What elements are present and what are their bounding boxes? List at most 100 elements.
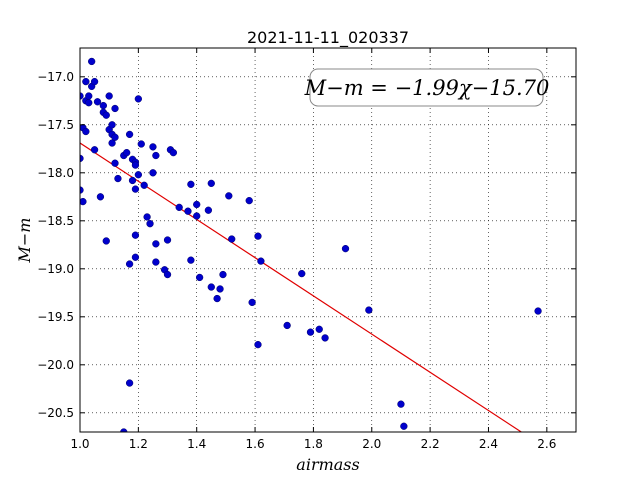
data-point (365, 306, 373, 314)
data-point (85, 99, 93, 107)
data-point (88, 57, 96, 66)
data-point (254, 232, 262, 240)
data-point (245, 196, 253, 205)
grid-lines (79, 48, 576, 432)
data-point (125, 130, 134, 139)
data-point (298, 269, 306, 278)
data-point (248, 298, 256, 307)
data-point (283, 321, 291, 330)
data-point (187, 180, 195, 188)
data-point (82, 77, 90, 86)
x-tick-label: 1.4 (187, 437, 206, 451)
fit-line (80, 142, 523, 432)
data-point (108, 139, 116, 147)
data-point (149, 169, 157, 177)
data-point (105, 92, 113, 100)
data-point (216, 285, 224, 293)
data-point (193, 200, 201, 209)
data-point (90, 146, 99, 154)
x-tick-label: 1.6 (246, 437, 265, 451)
data-point (187, 256, 195, 264)
data-point (111, 133, 119, 141)
data-point (321, 334, 329, 342)
y-tick-label: −20.5 (37, 406, 74, 420)
y-tick-label: −19.0 (37, 262, 74, 276)
data-point (80, 186, 84, 194)
data-point (306, 328, 315, 336)
data-point (80, 154, 84, 163)
data-point (152, 240, 160, 248)
fit-line-group (80, 142, 523, 432)
data-point (93, 98, 102, 106)
data-point (400, 422, 408, 430)
data-point (111, 159, 119, 167)
data-point (90, 77, 99, 86)
data-point (134, 95, 143, 103)
data-point (85, 92, 93, 100)
data-point (131, 185, 140, 193)
data-point (146, 220, 154, 228)
data-point (114, 174, 122, 183)
x-tick-label: 1.0 (70, 437, 89, 451)
y-tick-label: −20.0 (37, 358, 74, 372)
data-point (125, 260, 134, 268)
plot-area-frame (79, 47, 577, 433)
data-point (134, 171, 143, 179)
data-point (128, 176, 137, 185)
axis-ticks: 1.0 1.2 1.4 1.6 1.8 2.0 2.2 2.4 2.6 −17.0 −17.5 −18… (37, 48, 576, 451)
y-axis-label: M−m (15, 218, 34, 264)
data-point (152, 151, 160, 160)
data-point (257, 257, 265, 265)
data-point (102, 111, 110, 119)
data-point (228, 235, 236, 243)
data-point (219, 270, 227, 279)
data-point (163, 236, 172, 244)
data-point (120, 428, 128, 432)
data-points (80, 57, 542, 432)
x-tick-label: 1.8 (304, 437, 323, 451)
data-point (175, 203, 183, 212)
equation-box (309, 68, 544, 107)
data-point (149, 143, 157, 151)
data-point (397, 400, 405, 408)
data-point (225, 192, 233, 200)
data-point (99, 101, 107, 110)
data-point (341, 244, 350, 253)
x-axis-label: airmass (296, 455, 359, 474)
data-point (193, 212, 201, 220)
x-tick-label: 2.4 (479, 437, 498, 451)
data-point (195, 273, 204, 282)
data-point (111, 104, 119, 113)
data-point (254, 340, 262, 349)
data-point (184, 207, 192, 215)
data-point (131, 161, 140, 169)
data-point (169, 148, 178, 157)
y-tick-label: −18.5 (37, 214, 74, 228)
data-point (96, 193, 105, 201)
data-point (108, 121, 116, 129)
data-point (213, 294, 221, 303)
data-point (137, 140, 145, 148)
data-point (143, 213, 151, 221)
x-tick-label: 1.2 (129, 437, 148, 451)
data-point (534, 307, 542, 315)
x-tick-label: 2.0 (362, 437, 381, 451)
data-point (207, 179, 215, 188)
y-tick-label: −18.0 (37, 166, 74, 180)
data-point (204, 206, 213, 214)
data-point (131, 231, 140, 239)
data-point (123, 148, 131, 157)
data-point (140, 181, 148, 189)
data-point (80, 197, 87, 206)
equation-annotation: M−m = −1.99χ−15.70 (304, 68, 549, 107)
data-point (131, 253, 140, 261)
data-point (102, 237, 110, 245)
y-tick-label: −19.5 (37, 310, 74, 324)
data-point (82, 127, 90, 136)
x-tick-label: 2.6 (537, 437, 556, 451)
chart-title: 2021-11-11_020337 (247, 28, 409, 48)
data-point (163, 270, 172, 279)
data-point (152, 258, 160, 266)
data-point (80, 92, 84, 100)
